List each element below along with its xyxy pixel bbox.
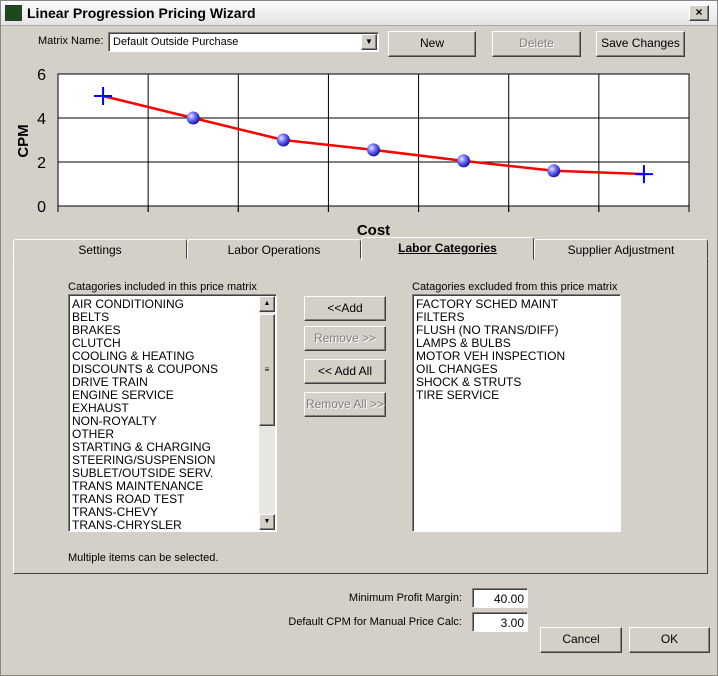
list-item[interactable]: DRIVE TRAIN: [72, 375, 148, 389]
transfer-button[interactable]: Remove All >>: [304, 392, 386, 417]
field-label: Minimum Profit Margin:: [348, 592, 462, 604]
point-marker: [186, 111, 200, 125]
excluded-list[interactable]: FACTORY SCHED MAINT FILTERS FLUSH (NO TRAN…: [412, 294, 621, 532]
list-item[interactable]: CLUTCH: [72, 336, 121, 350]
list-item[interactable]: FILTERS: [416, 310, 465, 324]
point-marker: [276, 133, 290, 147]
field-label: Default CPM for Manual Price Calc:: [288, 616, 462, 628]
list-item[interactable]: MOTOR VEH INSPECTION: [416, 349, 566, 363]
list-item[interactable]: SHOCK & STRUTS: [416, 375, 522, 389]
list-item[interactable]: TIRE SERVICE: [416, 388, 500, 402]
transfer-button[interactable]: Remove >>: [304, 326, 386, 351]
transfer-button[interactable]: <<Add: [304, 296, 386, 321]
endpoint-marker: [634, 165, 653, 184]
list-item[interactable]: TRANS ROAD TEST: [72, 492, 185, 506]
excluded-label: Catagories excluded from this price matr…: [412, 281, 618, 293]
list-item[interactable]: NON-ROYALTY: [72, 414, 157, 428]
tab[interactable]: Settings: [13, 239, 187, 259]
tab[interactable]: Labor Categories: [361, 237, 534, 260]
toolbar-button[interactable]: Save Changes: [596, 31, 685, 57]
list-item[interactable]: STARTING & CHARGING: [72, 440, 211, 454]
matrix-select[interactable]: Default Outside Purchase ▼: [108, 32, 379, 52]
list-item[interactable]: STEERING/SUSPENSION: [72, 453, 216, 467]
y-tick-label: 6: [37, 67, 46, 84]
field-value: 3.00: [500, 616, 524, 630]
list-item[interactable]: OIL CHANGES: [416, 362, 498, 376]
close-button[interactable]: ×: [689, 5, 709, 21]
plot-area: [57, 73, 690, 207]
list-item[interactable]: BELTS: [72, 310, 110, 324]
list-item[interactable]: COOLING & HEATING: [72, 349, 195, 363]
list-item[interactable]: OTHER: [72, 427, 114, 441]
scroll-thumb[interactable]: ≡: [259, 314, 275, 426]
list-item[interactable]: FLUSH (NO TRANS/DIFF): [416, 323, 559, 337]
point-marker: [547, 164, 561, 178]
tab[interactable]: Labor Operations: [187, 239, 361, 259]
transfer-button[interactable]: << Add All: [304, 359, 386, 384]
list-item[interactable]: BRAKES: [72, 323, 121, 337]
list-item[interactable]: SUBLET/OUTSIDE SERV.: [72, 466, 214, 480]
toolbar-button[interactable]: New: [388, 31, 476, 57]
field-value: 40.00: [493, 592, 524, 606]
y-axis-label: CPM: [15, 124, 32, 157]
list-item[interactable]: ENGINE SERVICE: [72, 388, 174, 402]
y-tick-label: 2: [37, 155, 46, 172]
field-input[interactable]: 40.00: [472, 588, 528, 608]
list-item[interactable]: FACTORY SCHED MAINT: [416, 297, 559, 311]
window-title: Linear Progression Pricing Wizard: [27, 5, 256, 21]
scroll-up[interactable]: ▲: [259, 296, 275, 312]
chart: 0 2 4 6 CPM Cost: [15, 67, 690, 239]
list-item[interactable]: EXHAUST: [72, 401, 129, 415]
included-list[interactable]: ▲ ≡ ▼ AIR CONDITIONING BELTS BRAKES CLUTCH C…: [68, 294, 277, 532]
toolbar-button[interactable]: Delete: [492, 31, 581, 57]
tab[interactable]: Supplier Adjustment: [534, 239, 708, 259]
list-item[interactable]: TRANS-CHRYSLER: [72, 518, 182, 532]
matrix-value: Default Outside Purchase: [113, 36, 239, 48]
list-item[interactable]: AIR CONDITIONING: [72, 297, 185, 311]
point-marker: [367, 143, 380, 157]
list-item[interactable]: TRANS MAINTENANCE: [72, 479, 204, 493]
matrix-label: Matrix Name:: [38, 35, 104, 47]
y-tick-label: 4: [37, 111, 46, 128]
list-item[interactable]: TRANS-CHEVY: [72, 505, 159, 519]
app-icon: [5, 5, 22, 21]
x-axis-label: Cost: [357, 222, 390, 239]
scroll-down[interactable]: ▼: [259, 514, 275, 530]
point-marker: [457, 154, 471, 168]
dropdown-arrow[interactable]: ▼: [361, 34, 377, 50]
list-item[interactable]: DISCOUNTS & COUPONS: [72, 362, 219, 376]
dialog-button[interactable]: OK: [629, 627, 710, 653]
endpoint-marker: [94, 87, 113, 105]
included-label: Catagories included in this price matrix: [68, 281, 257, 293]
hint: Multiple items can be selected.: [68, 552, 219, 564]
title-bar: Linear Progression Pricing Wizard ×: [1, 1, 717, 26]
scrollbar[interactable]: ▲ ≡ ▼: [259, 296, 275, 530]
list-item[interactable]: LAMPS & BULBS: [416, 336, 511, 350]
y-tick-label: 0: [37, 199, 46, 216]
dialog-button[interactable]: Cancel: [540, 627, 622, 653]
field-input[interactable]: 3.00: [472, 612, 528, 632]
